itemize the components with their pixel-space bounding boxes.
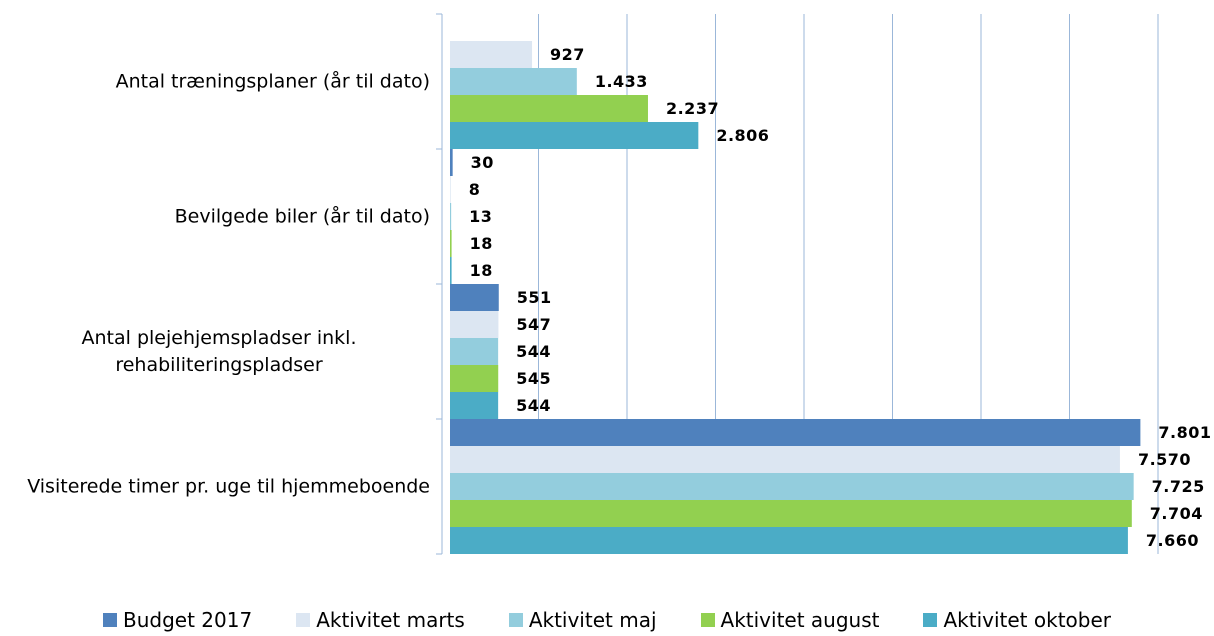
legend-item: Aktivitet august bbox=[700, 608, 880, 632]
legend-label: Aktivitet maj bbox=[528, 608, 657, 632]
value-label: 13 bbox=[469, 207, 492, 226]
legend-swatch bbox=[923, 613, 938, 627]
value-label: 30 bbox=[471, 153, 494, 172]
value-label: 8 bbox=[469, 180, 481, 199]
category-label: Antal træningsplaner (år til dato) bbox=[8, 68, 430, 95]
value-label: 544 bbox=[516, 396, 551, 415]
value-label: 18 bbox=[470, 261, 493, 280]
bar bbox=[450, 338, 499, 365]
value-label: 7.660 bbox=[1146, 531, 1199, 550]
bar bbox=[450, 311, 499, 338]
legend-item: Budget 2017 bbox=[102, 608, 253, 632]
bar bbox=[450, 257, 452, 284]
category-text: Antal træningsplaner (år til dato) bbox=[115, 70, 430, 92]
legend-label: Aktivitet marts bbox=[316, 608, 465, 632]
bar bbox=[450, 500, 1132, 527]
category-label: Bevilgede biler (år til dato) bbox=[8, 203, 430, 230]
bar bbox=[450, 365, 499, 392]
value-label: 927 bbox=[550, 45, 585, 64]
category-label: Visiterede timer pr. uge til hjemmeboend… bbox=[8, 473, 430, 500]
bar bbox=[450, 68, 577, 95]
legend: Budget 2017 Aktivitet marts Aktivitet maj A… bbox=[0, 608, 1214, 632]
legend-swatch bbox=[508, 613, 523, 627]
value-label: 18 bbox=[470, 234, 493, 253]
bar bbox=[450, 473, 1134, 500]
category-label: Antal plejehjemspladser inkl. rehabilite… bbox=[8, 325, 430, 379]
legend-item: Aktivitet marts bbox=[296, 608, 465, 632]
value-label: 551 bbox=[517, 288, 552, 307]
legend-swatch bbox=[700, 613, 715, 627]
bar bbox=[450, 41, 533, 68]
bar bbox=[450, 95, 648, 122]
legend-item: Aktivitet oktober bbox=[923, 608, 1111, 632]
legend-item: Aktivitet maj bbox=[508, 608, 657, 632]
category-text: Visiterede timer pr. uge til hjemmeboend… bbox=[27, 475, 430, 497]
legend-label: Budget 2017 bbox=[122, 608, 253, 632]
legend-label: Aktivitet august bbox=[720, 608, 880, 632]
legend-label: Aktivitet oktober bbox=[943, 608, 1112, 632]
category-text: Antal plejehjemspladser inkl. rehabilite… bbox=[81, 326, 357, 376]
chart: 927 1.433 2.237 2.806 30 8 13 18 18 551 547 544 545 5… bbox=[436, 13, 1211, 555]
legend-swatch bbox=[296, 613, 311, 627]
bar bbox=[450, 149, 453, 176]
legend-swatch bbox=[102, 613, 117, 627]
value-label: 547 bbox=[516, 315, 551, 334]
bar bbox=[450, 284, 499, 311]
value-label: 1.433 bbox=[595, 72, 648, 91]
bar bbox=[450, 230, 452, 257]
bar bbox=[450, 176, 451, 203]
bar bbox=[450, 203, 452, 230]
bar bbox=[450, 122, 699, 149]
value-label: 7.801 bbox=[1158, 423, 1211, 442]
bar bbox=[450, 419, 1141, 446]
value-label: 545 bbox=[516, 369, 551, 388]
value-label: 2.237 bbox=[666, 99, 719, 118]
value-label: 7.725 bbox=[1152, 477, 1205, 496]
bar bbox=[450, 446, 1120, 473]
value-label: 7.704 bbox=[1150, 504, 1203, 523]
bar bbox=[450, 527, 1128, 554]
value-label: 7.570 bbox=[1138, 450, 1191, 469]
value-label: 544 bbox=[516, 342, 551, 361]
category-text: Bevilgede biler (år til dato) bbox=[174, 205, 430, 227]
value-label: 2.806 bbox=[716, 126, 769, 145]
bar bbox=[450, 392, 499, 419]
